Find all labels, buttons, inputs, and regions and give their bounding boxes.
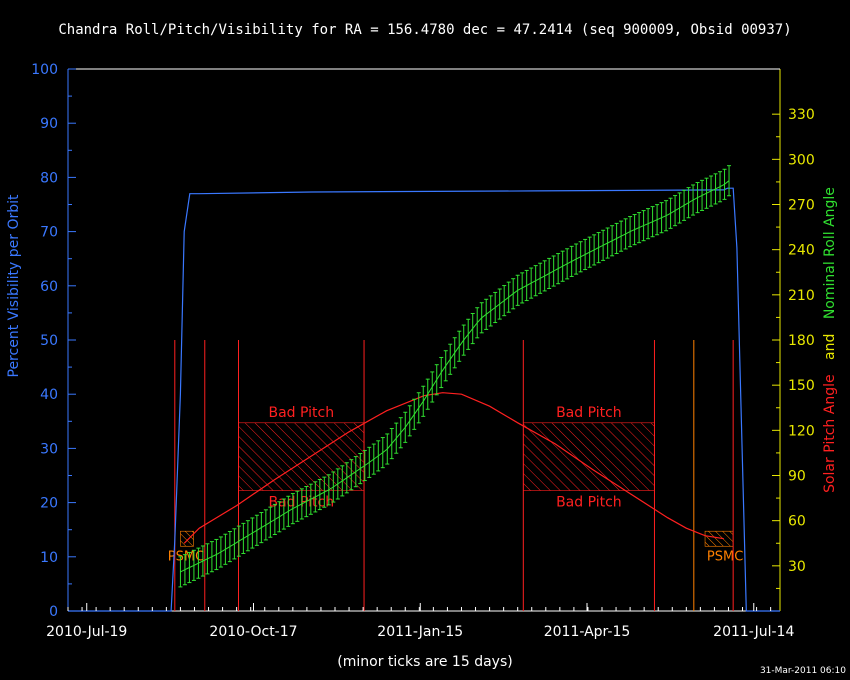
x-tick-label: 2011-Jul-14: [713, 624, 794, 640]
timestamp-label: 31-Mar-2011 06:10: [760, 666, 846, 676]
left-tick-label: 70: [40, 225, 58, 241]
region-label-top: Bad Pitch: [556, 405, 622, 421]
right-tick-label: 300: [788, 152, 815, 168]
series-line-0: [68, 187, 780, 612]
region-0: [238, 422, 365, 491]
left-tick-label: 80: [40, 170, 58, 186]
left-tick-label: 40: [40, 387, 58, 403]
left-tick-label: 10: [40, 550, 58, 566]
chart-title: Chandra Roll/Pitch/Visibility for RA = 1…: [58, 22, 791, 38]
right-tick-label: 240: [788, 243, 815, 259]
left-tick-label: 50: [40, 333, 58, 349]
region-label: PSMC: [707, 549, 743, 564]
left-tick-label: 0: [49, 604, 58, 620]
region-label-top: Bad Pitch: [268, 405, 334, 421]
roll-angle-errorbars: [178, 165, 732, 588]
right-axis-label-pitch: Solar Pitch Angle: [822, 374, 838, 493]
right-tick-label: 330: [788, 107, 815, 123]
left-tick-label: 30: [40, 441, 58, 457]
region-label-bottom: Bad Pitch: [556, 495, 622, 511]
left-axis-ticks: 0 10 20 30 40 50 60 70 80 90 100: [31, 62, 76, 620]
right-tick-label: 30: [788, 559, 806, 575]
left-tick-label: 100: [31, 62, 58, 78]
right-tick-label: 150: [788, 378, 815, 394]
right-tick-label: 60: [788, 514, 806, 530]
right-tick-label: 270: [788, 198, 815, 214]
x-tick-label: 2010-Jul-19: [46, 624, 127, 640]
left-tick-label: 90: [40, 116, 58, 132]
right-tick-label: 90: [788, 469, 806, 485]
x-tick-label: 2011-Jan-15: [377, 624, 463, 640]
right-axis-ticks: 30 60 90 120 150 180 210 240 270 300 330: [772, 107, 815, 589]
right-axis-label-and: and: [822, 334, 838, 360]
x-tick-label: 2011-Apr-15: [544, 624, 631, 640]
x-axis-ticks: 2010-Jul-19 2010-Oct-17 2011-Jan-15 2011-Ap…: [46, 603, 794, 640]
right-tick-label: 120: [788, 423, 815, 439]
region-label: PSMC: [168, 549, 204, 564]
series-line-1: [183, 392, 724, 544]
left-tick-label: 60: [40, 279, 58, 295]
right-tick-label: 210: [788, 288, 815, 304]
region-3: [704, 530, 734, 547]
event-lines: [174, 340, 734, 611]
x-axis-label: (minor ticks are 15 days): [337, 654, 512, 670]
right-axis-label: Solar Pitch Angle and Nominal Roll Angle: [822, 187, 838, 493]
roll-angle-line: [180, 180, 730, 573]
x-tick-label: 2010-Oct-17: [209, 624, 297, 640]
right-tick-label: 180: [788, 333, 815, 349]
left-axis-label: Percent Visibility per Orbit: [6, 194, 22, 378]
left-tick-label: 20: [40, 496, 58, 512]
region-2: [180, 530, 194, 547]
right-axis-label-roll: Nominal Roll Angle: [822, 187, 838, 319]
region-1: [523, 422, 655, 491]
series-layer: [68, 165, 780, 612]
